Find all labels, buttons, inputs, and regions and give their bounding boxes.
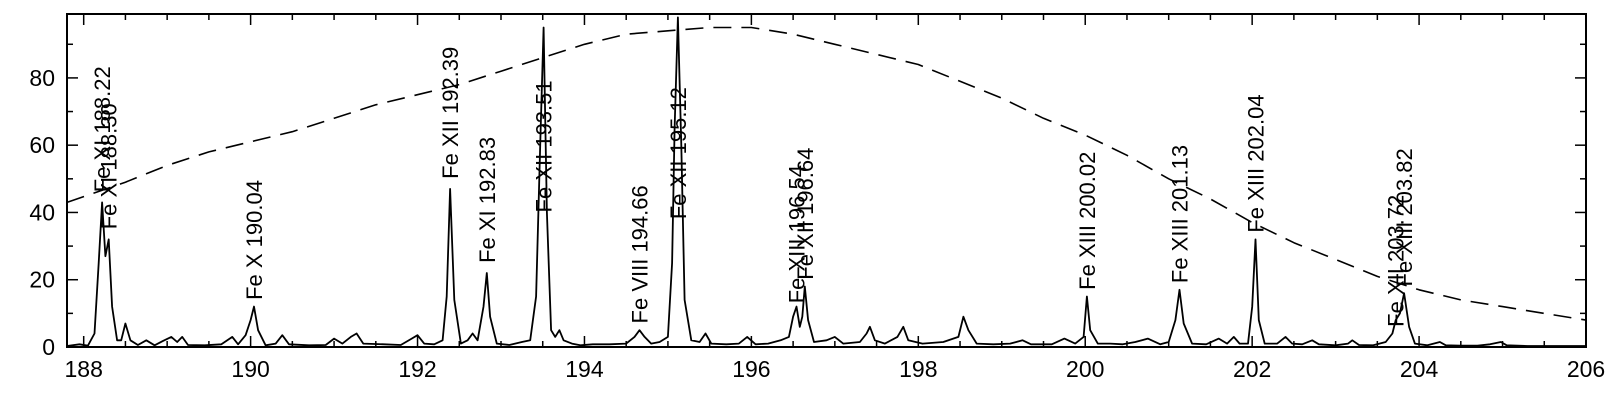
response-line (66, 26, 1587, 321)
spectral-line-label: Fe XIII 203.82 (1392, 148, 1417, 286)
x-tick-label: 192 (398, 356, 436, 382)
x-tick-label: 206 (1567, 356, 1605, 382)
spectral-line-label: Fe XIII 201.13 (1168, 145, 1193, 283)
spectral-line-label: Fe X 190.04 (242, 180, 267, 300)
spectral-line-label: Fe XII 193.51 (532, 80, 557, 212)
x-tick-label: 198 (899, 356, 937, 382)
x-axis-ticks: 188 190 192 194 196 198 200 202 204 206 (65, 14, 1605, 382)
x-tick-label: 188 (65, 356, 103, 382)
spectral-line-label: Fe XI 188.30 (97, 103, 122, 229)
spectral-line-label: Fe XIII 196.54 (784, 165, 809, 303)
spectral-line-label: Fe XII 192.39 (438, 47, 463, 179)
x-tick-label: 190 (231, 356, 269, 382)
y-tick-label: 0 (42, 334, 55, 360)
x-tick-label: 202 (1233, 356, 1271, 382)
x-tick-label: 196 (732, 356, 770, 382)
spectral-line-label: Fe VIII 194.66 (628, 185, 653, 323)
series-layer (66, 16, 1587, 347)
y-axis-ticks: 0 20 40 60 80 (29, 43, 1586, 360)
y-tick-label: 20 (29, 267, 55, 293)
plot-frame (66, 13, 1587, 348)
spectral-line-label: Fe XI 192.83 (475, 137, 500, 263)
spectral-line-label: Fe XII 196.64 (793, 148, 818, 280)
x-tick-label: 200 (1066, 356, 1104, 382)
y-tick-label: 80 (29, 65, 55, 91)
spectrum-line (66, 16, 1586, 347)
x-tick-label: 204 (1400, 356, 1439, 382)
spectral-line-label: Fe XI 188.22 (90, 66, 115, 192)
spectral-line-label: Fe XIII 202.04 (1243, 94, 1268, 232)
y-tick-label: 40 (29, 199, 55, 225)
x-tick-label: 194 (565, 356, 604, 382)
spectral-line-label: Fe XII 203.72 (1384, 195, 1409, 327)
spectral-line-label: Fe XIII 200.02 (1075, 152, 1100, 290)
y-tick-label: 60 (29, 132, 55, 158)
spectral-line-label: Fe XII 195.12 (666, 87, 691, 219)
